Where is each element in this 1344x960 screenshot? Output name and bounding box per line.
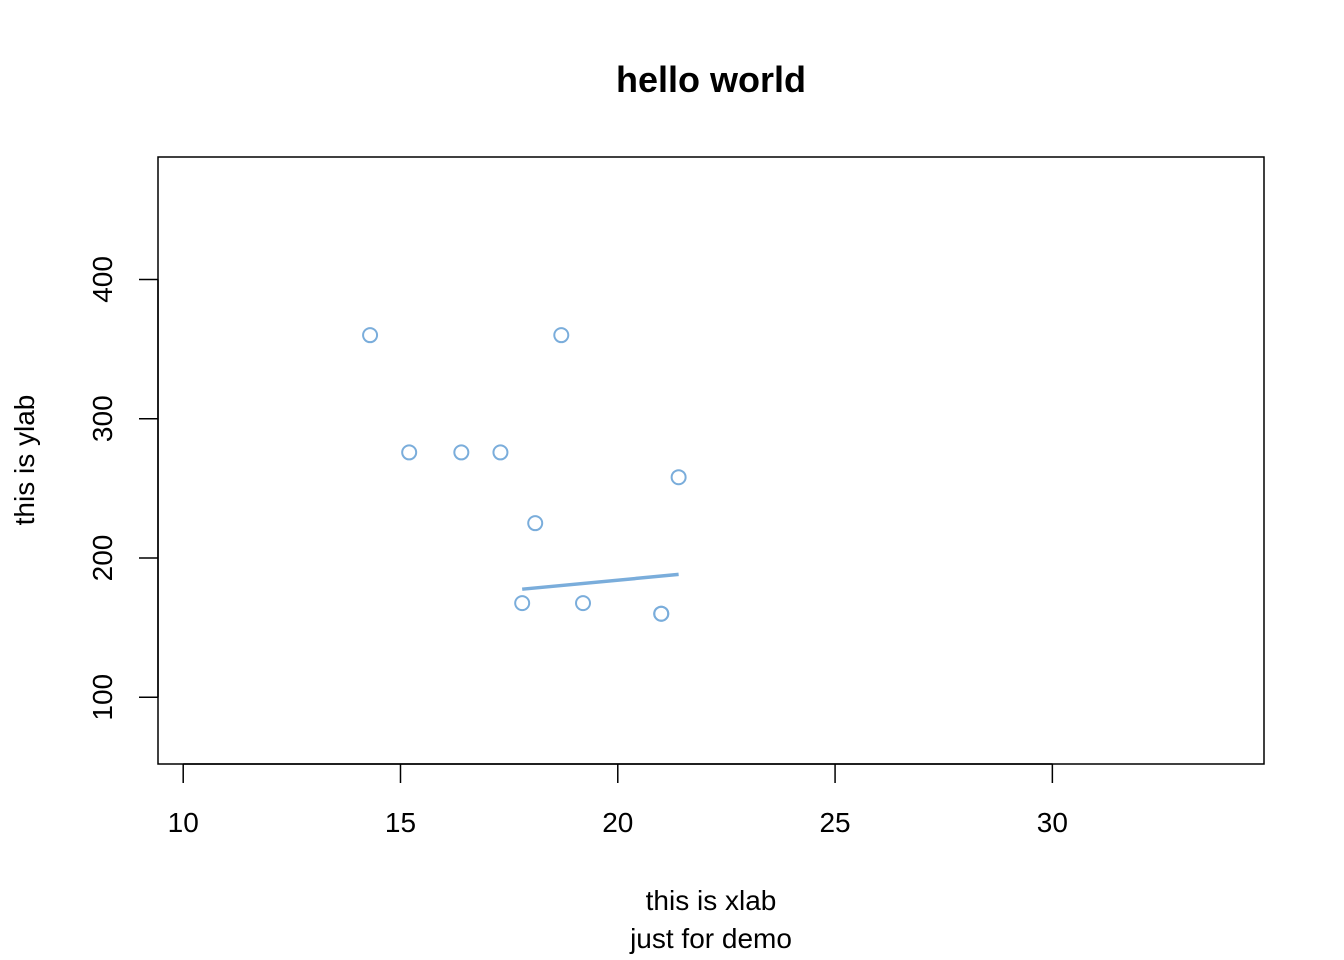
x-tick-label: 25 xyxy=(819,807,850,838)
data-point xyxy=(553,327,570,344)
trend-line xyxy=(522,572,679,591)
y-tick-label: 200 xyxy=(87,535,118,582)
data-point xyxy=(401,444,418,461)
x-tick-label: 15 xyxy=(385,807,416,838)
y-tick-label: 100 xyxy=(87,674,118,721)
series-layer xyxy=(362,327,687,622)
data-point xyxy=(514,595,531,612)
y-tick-label: 300 xyxy=(87,395,118,442)
y-tick-label: 400 xyxy=(87,256,118,303)
data-point xyxy=(527,515,544,532)
data-point xyxy=(492,444,509,461)
data-point xyxy=(670,469,687,486)
plot-frame xyxy=(157,156,1265,765)
y-axis-label: this is ylab xyxy=(9,395,40,526)
x-axis-sublabel: just for demo xyxy=(629,923,792,954)
y-axis: 100 200 300 400 xyxy=(87,256,159,721)
data-point xyxy=(653,605,670,622)
x-tick-label: 30 xyxy=(1037,807,1068,838)
x-tick-label: 20 xyxy=(602,807,633,838)
data-point xyxy=(453,444,470,461)
chart-title: hello world xyxy=(616,59,806,100)
x-tick-label: 10 xyxy=(168,807,199,838)
data-point xyxy=(362,327,379,344)
x-axis-label: this is xlab xyxy=(646,885,777,916)
series-1 xyxy=(362,327,687,622)
data-point xyxy=(575,595,592,612)
x-axis: 10 15 20 25 30 xyxy=(168,763,1068,838)
